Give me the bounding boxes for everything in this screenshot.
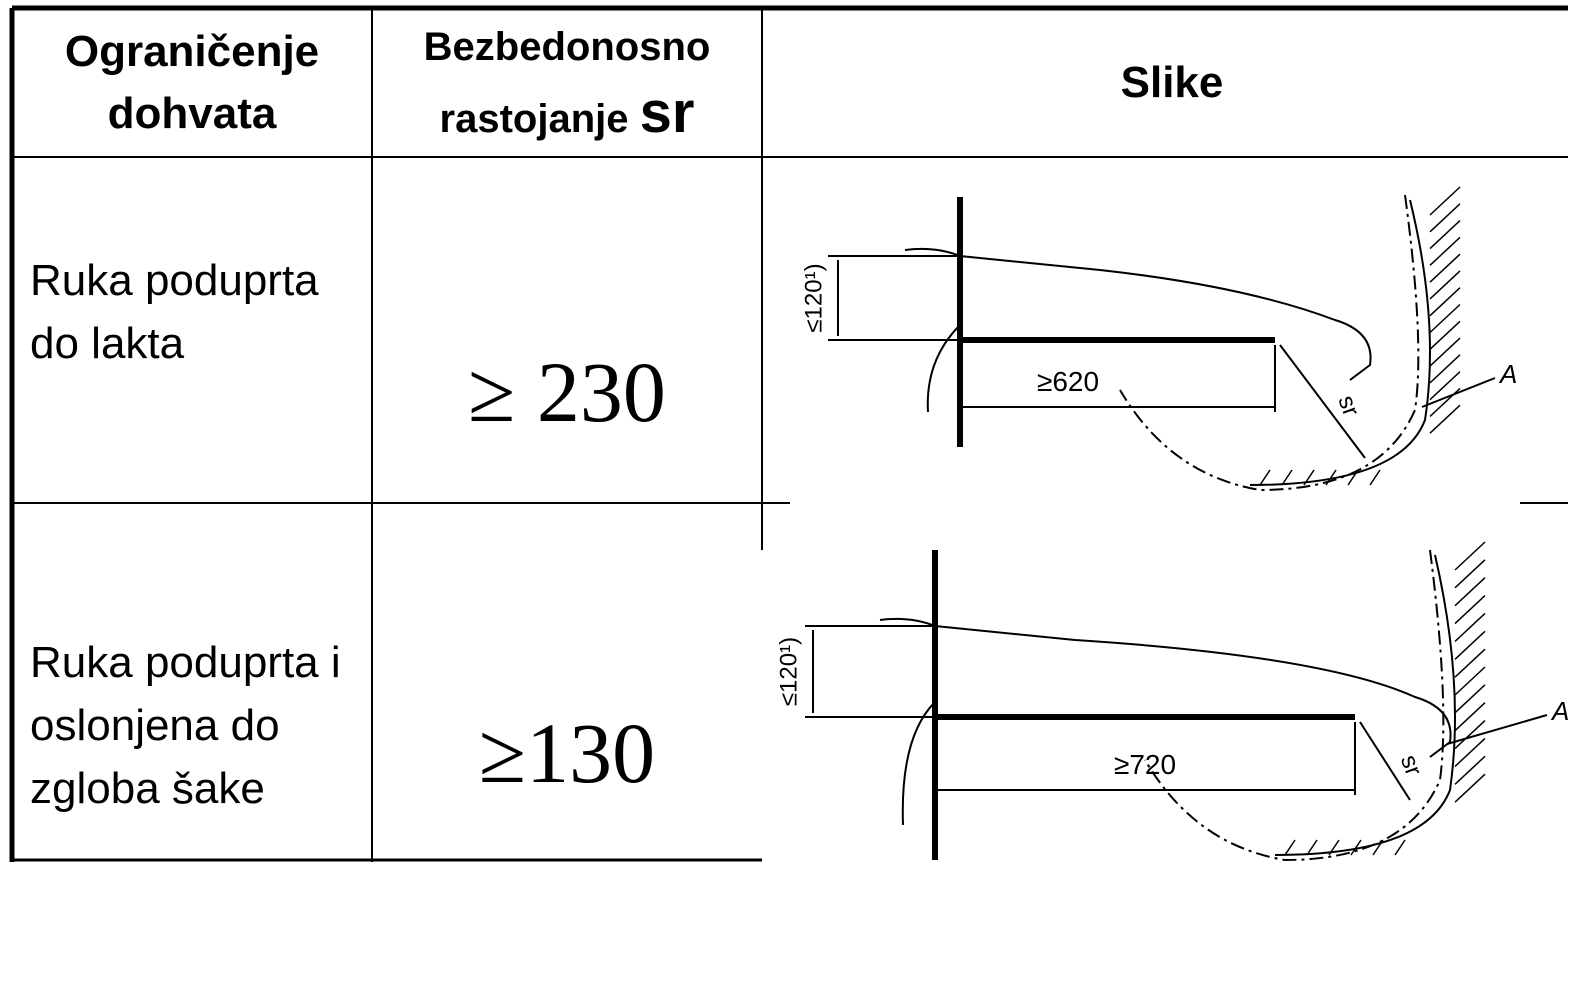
barrier bbox=[1275, 555, 1455, 855]
arm bbox=[905, 249, 1371, 380]
hatch bbox=[1430, 405, 1460, 433]
length-label: ≥620 bbox=[1037, 366, 1099, 397]
hatch bbox=[1430, 338, 1460, 366]
page: Ograničenje dohvata Bezbedonosno rastoja… bbox=[0, 0, 1595, 878]
hatch bbox=[1430, 271, 1460, 299]
elbow bbox=[928, 325, 960, 412]
elbow bbox=[903, 702, 935, 825]
hatch bbox=[1455, 613, 1485, 641]
hatch bbox=[1370, 470, 1380, 485]
hatch bbox=[1455, 685, 1485, 713]
hatch bbox=[1455, 649, 1485, 677]
table-drawing: ≤120¹) ≥620 sr A ≤120¹) ≥720 sr A bbox=[0, 0, 1595, 878]
figure bbox=[828, 187, 1495, 490]
sr-label: sr bbox=[1395, 751, 1427, 779]
height-label: ≤120¹) bbox=[775, 637, 802, 706]
hatch bbox=[1430, 221, 1460, 249]
hatch bbox=[1455, 738, 1485, 766]
figure bbox=[805, 542, 1547, 860]
sr-label: sr bbox=[1332, 392, 1364, 420]
hatch bbox=[1260, 470, 1270, 485]
hatch bbox=[1430, 254, 1460, 282]
marker-label: A bbox=[1550, 696, 1569, 726]
marker-label: A bbox=[1498, 359, 1517, 389]
hatch bbox=[1285, 840, 1295, 855]
hatch bbox=[1455, 774, 1485, 802]
hatch bbox=[1430, 372, 1460, 400]
hatch bbox=[1430, 237, 1460, 265]
hatch bbox=[1455, 560, 1485, 588]
hatch bbox=[1455, 631, 1485, 659]
hatch bbox=[1455, 596, 1485, 624]
hatch bbox=[1430, 305, 1460, 333]
length-label: ≥720 bbox=[1114, 749, 1176, 780]
hatch bbox=[1455, 703, 1485, 731]
hatch bbox=[1430, 187, 1460, 215]
marker-arrow bbox=[1447, 715, 1547, 744]
arm bbox=[880, 619, 1451, 757]
hatch bbox=[1430, 204, 1460, 232]
table-borders bbox=[12, 8, 1568, 862]
hatch bbox=[1430, 288, 1460, 316]
hatch bbox=[1430, 355, 1460, 383]
hatch bbox=[1455, 756, 1485, 784]
hatch bbox=[1373, 840, 1383, 855]
hatch bbox=[1455, 542, 1485, 570]
hatch bbox=[1455, 578, 1485, 606]
height-label: ≤120¹) bbox=[800, 263, 827, 332]
barrier bbox=[1250, 200, 1430, 485]
reach-arc bbox=[1145, 550, 1443, 860]
hatch bbox=[1395, 840, 1405, 855]
hatch bbox=[1430, 321, 1460, 349]
hatch bbox=[1455, 667, 1485, 695]
marker-arrow bbox=[1422, 378, 1495, 407]
